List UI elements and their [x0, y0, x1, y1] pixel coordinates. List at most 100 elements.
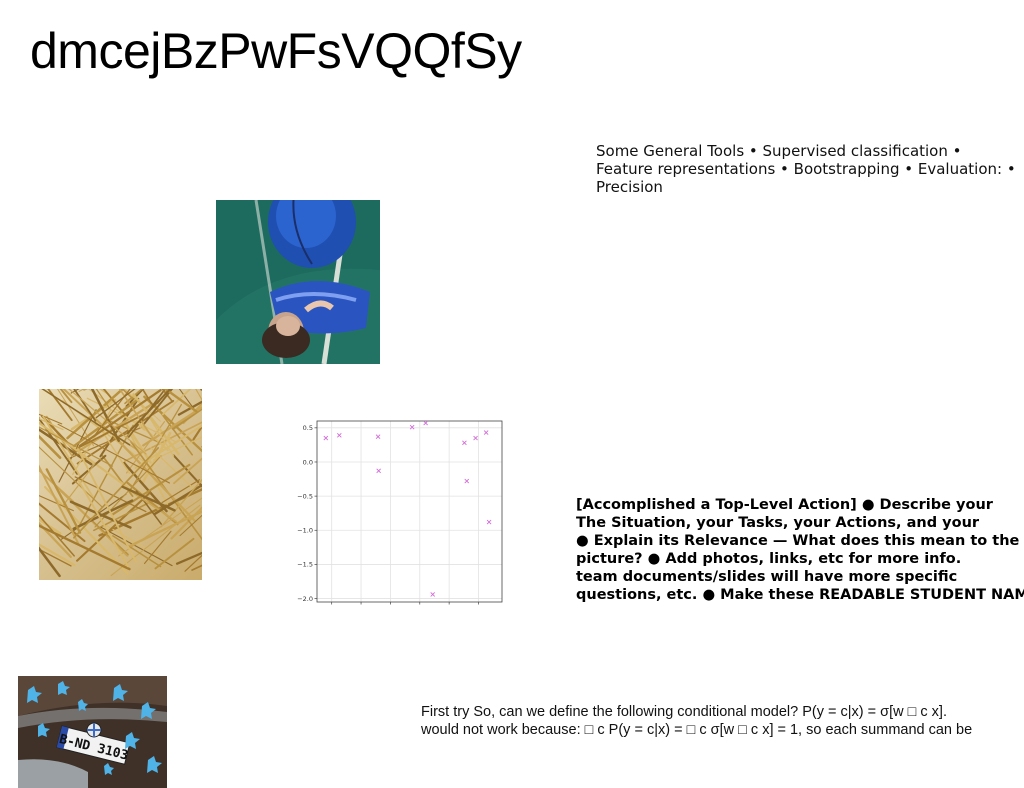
stick: [126, 421, 166, 474]
wooden-sticks-photo: [39, 389, 202, 580]
data-point: [464, 478, 470, 484]
stick: [39, 514, 75, 557]
stick: [177, 400, 202, 416]
stick: [77, 424, 134, 529]
stick: [111, 463, 191, 516]
data-point: [336, 433, 342, 438]
stick: [62, 463, 96, 506]
stick: [57, 423, 171, 484]
stick: [171, 407, 202, 431]
stick: [78, 389, 162, 447]
data-point: [462, 440, 467, 446]
stick: [124, 389, 143, 405]
x-tick-label: −0.5: [383, 606, 399, 607]
stick: [160, 478, 202, 528]
stick: [76, 448, 137, 563]
stick: [129, 403, 182, 492]
stick: [126, 389, 171, 434]
stick: [142, 406, 202, 447]
stick: [95, 389, 111, 410]
data-point: [323, 435, 329, 441]
stick: [39, 464, 81, 546]
stick: [102, 389, 130, 420]
stick: [127, 389, 167, 438]
stick: [77, 479, 129, 568]
stick: [126, 488, 177, 523]
stick: [93, 389, 131, 437]
stick: [184, 554, 202, 572]
stick: [154, 537, 195, 570]
stick: [39, 426, 114, 467]
stick: [56, 389, 95, 447]
stick: [76, 399, 175, 465]
data-point: [430, 592, 436, 597]
action-instructions: [Accomplished a Top-Level Action] ● Desc…: [576, 496, 1024, 604]
stick: [39, 524, 131, 571]
y-tick-label: 0.5: [303, 424, 313, 432]
data-point: [423, 420, 428, 426]
stick: [59, 389, 73, 404]
x-tick-label: 0.0: [415, 606, 425, 607]
stick: [45, 468, 82, 534]
data-point: [473, 435, 478, 441]
stick: [161, 389, 192, 416]
action-line: team documents/slides will have more spe…: [576, 569, 958, 585]
stick: [173, 457, 202, 485]
stick: [161, 389, 174, 403]
stick: [39, 546, 61, 578]
y-tick-label: −1.0: [297, 527, 313, 535]
stick: [121, 485, 176, 512]
stick: [90, 389, 120, 442]
x-tick-label: −1.5: [324, 606, 340, 607]
x-tick-label: −1.0: [353, 606, 369, 607]
model-line: First try So, can we define the followin…: [421, 704, 947, 720]
stick: [41, 389, 131, 446]
page-title: dmcejBzPwFsVQQfSy: [30, 23, 522, 79]
stick: [39, 468, 75, 503]
stick: [68, 389, 147, 455]
scatter-chart: −1.5 −1.0 −0.5 0.0 0.5 1.0 0.5 0.0 −0.5 −1.0 −1.5 −…: [296, 415, 510, 614]
stick: [100, 526, 173, 567]
x-tick-label: 0.5: [444, 606, 454, 607]
model-line: would not work because: □ c P(y = c|x) =…: [421, 722, 973, 738]
conditional-model-text: First try So, can we define the followin…: [421, 703, 1024, 739]
stick: [73, 447, 159, 539]
stick: [39, 521, 72, 558]
stick: [129, 510, 202, 547]
stick: [125, 389, 145, 408]
stick: [123, 420, 152, 464]
stick: [161, 479, 201, 504]
data-point: [486, 519, 492, 525]
data-point: [409, 424, 415, 430]
stick: [46, 415, 74, 458]
action-line: questions, etc. ● Make these READABLE ST…: [576, 587, 1024, 603]
stick: [42, 415, 94, 498]
stick: [39, 413, 63, 425]
stick: [175, 551, 202, 565]
stick: [94, 455, 162, 528]
stick: [112, 434, 197, 523]
x-tick-label: 1.0: [473, 606, 483, 607]
stick: [121, 389, 134, 400]
action-line: ● Explain its Relevance — What does this…: [576, 533, 1020, 549]
stick: [69, 500, 132, 529]
stick: [152, 436, 202, 461]
stick: [71, 399, 138, 449]
stick: [74, 476, 147, 513]
stick: [112, 535, 162, 568]
data-point: [375, 434, 381, 440]
stick: [141, 389, 154, 407]
data-point: [483, 430, 489, 435]
y-tick-label: −2.0: [297, 595, 313, 603]
stick: [98, 389, 110, 396]
y-tick-label: −1.5: [297, 561, 313, 569]
stick: [200, 445, 202, 448]
stick: [44, 486, 129, 575]
car-license-plate-photo: B-ND 3103: [18, 676, 167, 788]
stick: [91, 519, 129, 556]
stick: [118, 389, 154, 439]
action-line: picture? ● Add photos, links, etc for mo…: [576, 551, 962, 567]
stick: [39, 417, 64, 431]
stick: [179, 514, 202, 537]
stick: [39, 543, 76, 567]
